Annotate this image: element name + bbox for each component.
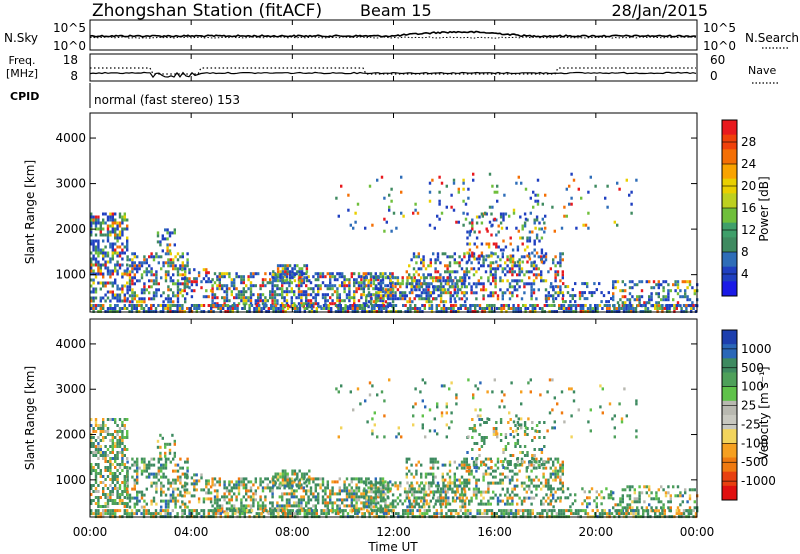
colorbar-tick-label: -25: [741, 417, 761, 431]
y-tick-label: 4000: [55, 131, 86, 145]
colorbar-tick-label: 20: [741, 179, 756, 193]
nsky-trace: [89, 30, 697, 38]
velocity-colorbar: 1000 500 100 25 -25 -100 -500 -1000: [721, 329, 776, 501]
date-label: 28/Jan/2015: [611, 1, 708, 20]
x-axis-label: Time UT: [367, 540, 418, 554]
x-tick-label: 16:00: [477, 525, 512, 539]
freq-tick-top-left: 18: [63, 53, 78, 67]
colorbar-tick-label: 25: [741, 399, 756, 413]
power-ylabel: Slant Range [km]: [23, 160, 37, 264]
y-tick-label: 3000: [55, 177, 86, 191]
nave-tick-top-right: 60: [710, 53, 725, 67]
beam-label: Beam 15: [360, 1, 432, 20]
nsky-tick-bottom-left: 10^0: [53, 39, 86, 53]
freq-tick-bottom-left: 8: [70, 69, 78, 83]
y-tick-label: 2000: [55, 428, 86, 442]
colorbar-tick-label: -1000: [741, 474, 776, 488]
power-heatmap-cells: [90, 172, 699, 313]
freq-panel: Freq. [MHz] 18 8 60 0 Nave CPID normal (…: [6, 53, 778, 108]
colorbar-swatch: [722, 400, 737, 416]
y-tick-label: 2000: [55, 222, 86, 236]
nsky-label: N.Sky: [4, 31, 38, 45]
colorbar-tick-label: 16: [741, 201, 756, 215]
y-tick-label: 1000: [55, 473, 86, 487]
colorbar-tick-label: 1000: [741, 342, 772, 356]
power-panel: Slant Range [km] 4000 3000 2000 1000 28 24 20…: [23, 112, 771, 313]
freq-label: Freq.: [8, 54, 35, 67]
x-tick-label: 04:00: [174, 525, 209, 539]
colorbar-tick-label: -500: [741, 455, 768, 469]
velocity-heatmap-cells: [90, 378, 699, 519]
nsky-panel: N.Sky 10^5 10^0 10^5 10^0 N.Search: [4, 19, 799, 53]
colorbar-swatch: [722, 252, 737, 268]
colorbar-swatch: [722, 208, 737, 224]
nsearch-label: N.Search: [745, 31, 799, 45]
colorbar-swatch: [722, 164, 737, 180]
colorbar-swatch: [722, 358, 737, 373]
cpid-label: CPID: [10, 90, 39, 103]
nsearch-trace: [90, 36, 697, 39]
station-title: Zhongshan Station (fitACF): [92, 1, 322, 21]
colorbar-tick-label: 12: [741, 223, 756, 237]
nave-label: Nave: [748, 64, 776, 77]
colorbar-swatch: [722, 457, 737, 473]
nave-tick-bottom-right: 0: [710, 69, 718, 83]
x-axis-ticks: 00:00 04:00 08:00 12:00 16:00 20:00 00:00: [73, 20, 715, 539]
colorbar-swatch: [722, 386, 737, 402]
x-tick-label: 00:00: [680, 525, 715, 539]
mode-label: normal (fast stereo) 153: [94, 93, 240, 107]
nsky-tick-top-right: 10^5: [703, 21, 736, 35]
colorbar-tick-label: 24: [741, 157, 756, 171]
colorbar-swatch: [722, 237, 737, 253]
colorbar-swatch: [722, 372, 737, 388]
x-tick-label: 00:00: [73, 525, 108, 539]
freq-unit-label: [MHz]: [6, 67, 38, 80]
colorbar-swatch: [722, 471, 737, 487]
power-colorbar-label: Power [dB]: [757, 176, 771, 241]
colorbar-tick-label: 4: [741, 267, 749, 281]
colorbar-swatch: [722, 281, 737, 297]
colorbar-tick-label: 28: [741, 135, 756, 149]
nave-trace: [90, 67, 696, 75]
x-tick-label: 12:00: [376, 525, 411, 539]
colorbar-tick-label: -100: [741, 436, 768, 450]
velocity-colorbar-label: Velocity [m s⁻¹]: [757, 366, 771, 459]
y-tick-label: 1000: [55, 268, 86, 282]
colorbar-swatch: [722, 443, 737, 458]
colorbar-swatch: [722, 485, 737, 501]
colorbar-swatch: [722, 415, 737, 430]
colorbar-swatch: [722, 149, 737, 165]
colorbar-swatch: [722, 330, 737, 345]
velocity-ylabel: Slant Range [km]: [23, 366, 37, 470]
colorbar-tick-label: 100: [741, 380, 764, 394]
x-tick-label: 20:00: [579, 525, 614, 539]
nsky-tick-bottom-right: 10^0: [703, 39, 736, 53]
x-tick-label: 08:00: [275, 525, 310, 539]
colorbar-swatch: [722, 344, 737, 359]
colorbar-tick-label: 8: [741, 245, 749, 259]
y-tick-label: 4000: [55, 337, 86, 351]
power-y-ticks: 4000 3000 2000 1000: [55, 131, 697, 282]
nsky-tick-top-left: 10^5: [53, 21, 86, 35]
colorbar-swatch: [722, 120, 737, 136]
colorbar-tick-label: 500: [741, 361, 764, 375]
colorbar-swatch: [722, 429, 737, 444]
velocity-y-ticks: 4000 3000 2000 1000: [55, 337, 697, 487]
power-colorbar: 28 24 20 16 12 8 4: [721, 119, 756, 297]
colorbar-swatch: [722, 193, 737, 209]
velocity-panel: Slant Range [km] 4000 3000 2000 1000 1000 50…: [23, 318, 776, 519]
y-tick-label: 3000: [55, 382, 86, 396]
